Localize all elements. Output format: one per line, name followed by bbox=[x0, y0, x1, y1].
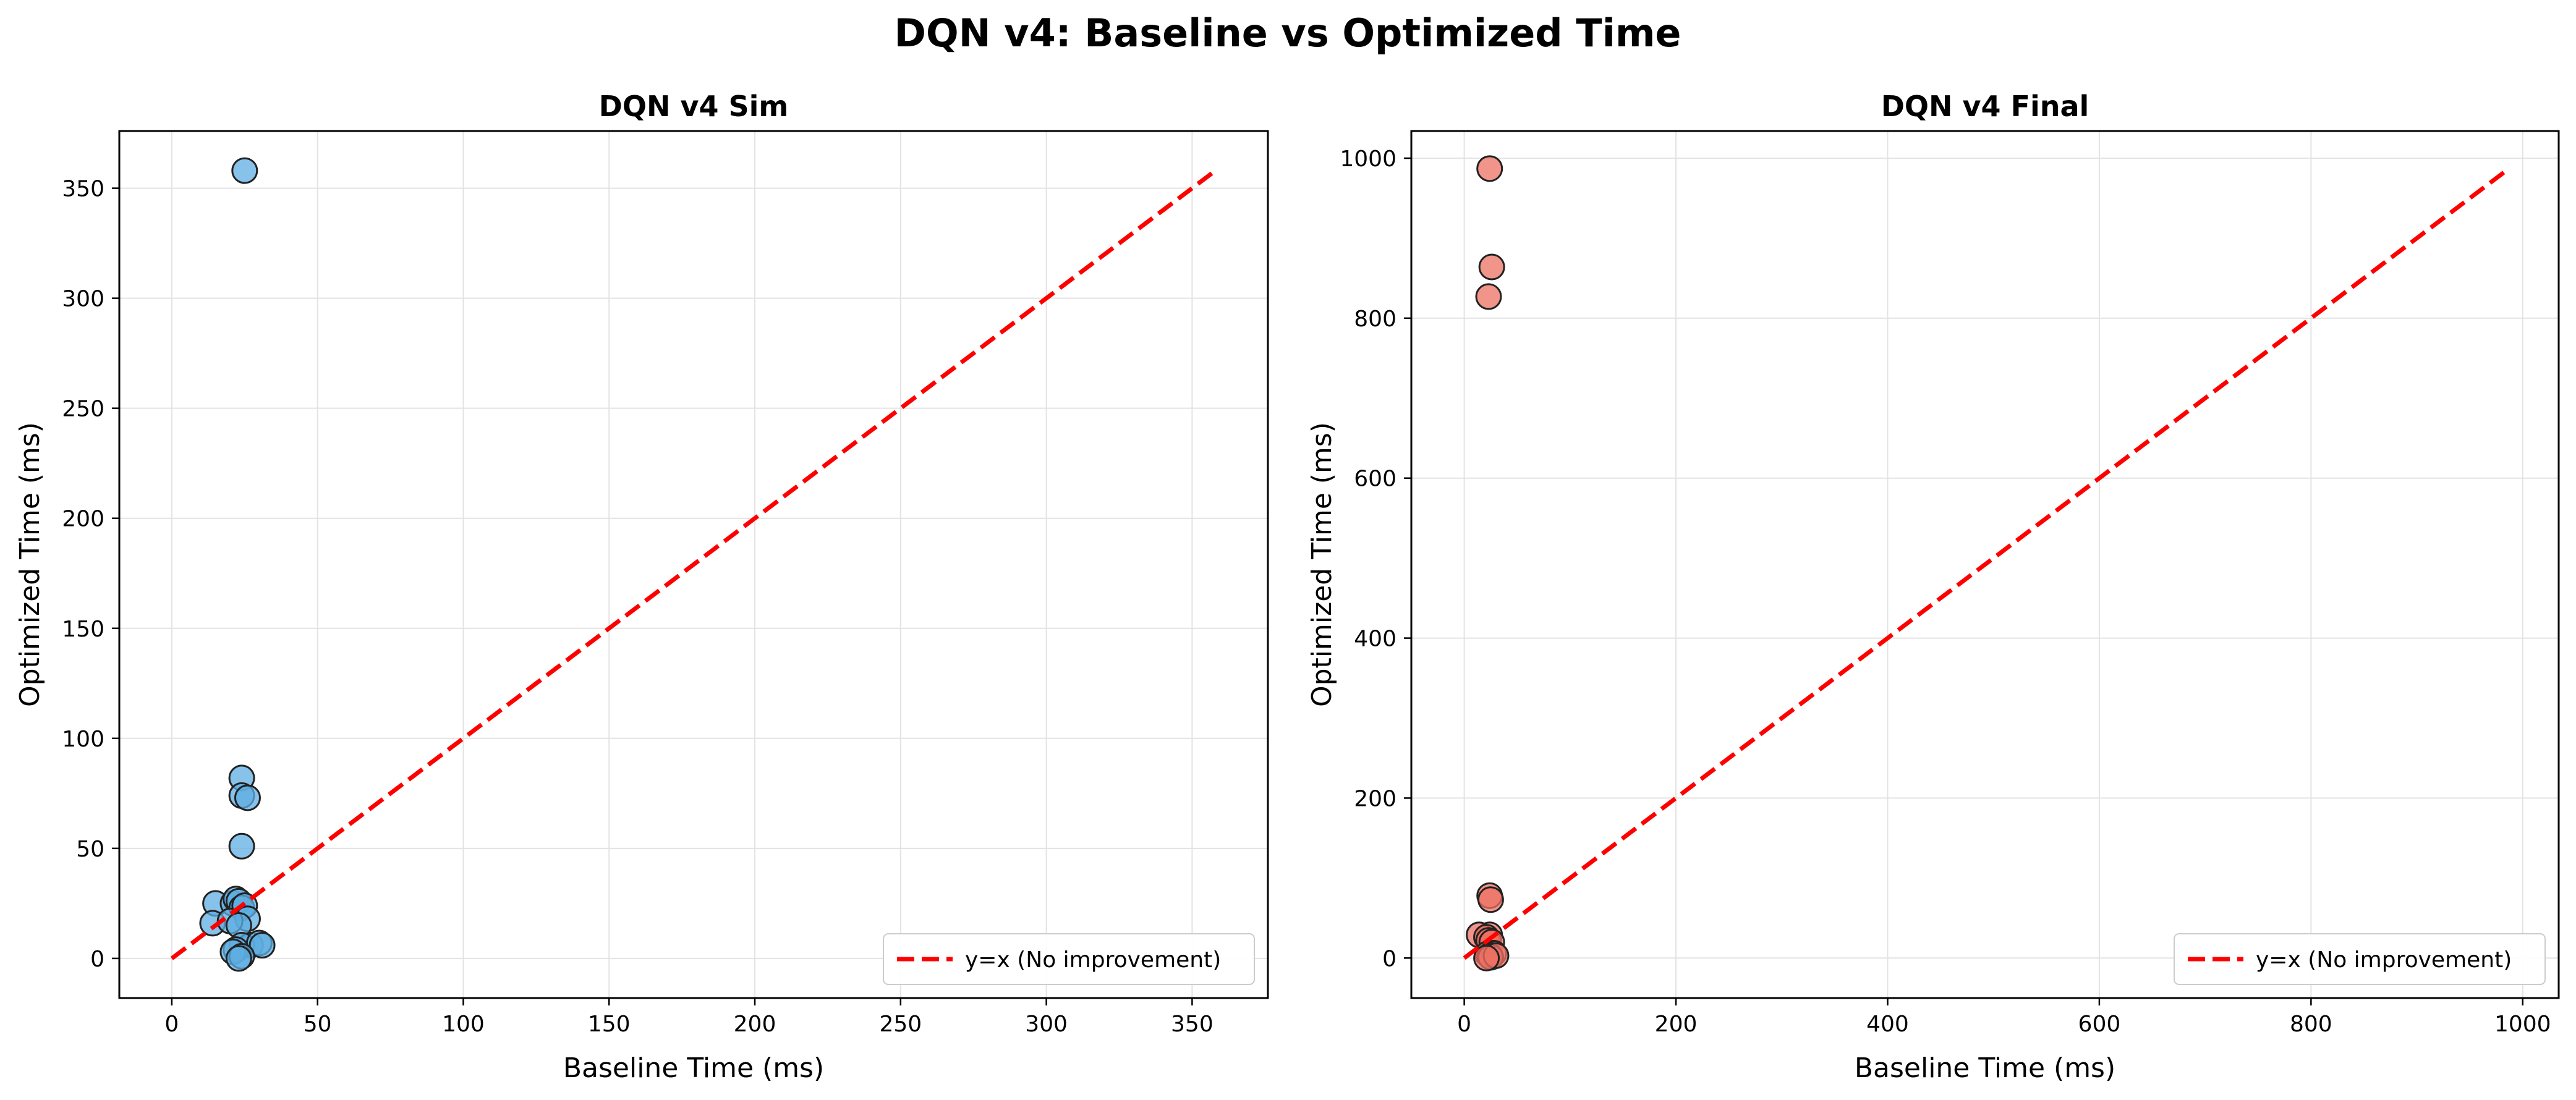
scatter-point bbox=[1477, 886, 1504, 913]
x-tick-label: 800 bbox=[2290, 1012, 2332, 1037]
x-tick-label: 50 bbox=[304, 1012, 332, 1037]
figure-title: DQN v4: Baseline vs Optimized Time bbox=[895, 11, 1681, 56]
y-tick-label: 400 bbox=[1354, 627, 1396, 652]
y-tick-label: 800 bbox=[1354, 307, 1396, 332]
legend-box bbox=[883, 933, 1255, 985]
scatter-point bbox=[1475, 283, 1502, 310]
y-axis-label: Optimized Time (ms) bbox=[1306, 422, 1338, 707]
scatter-point bbox=[249, 932, 276, 959]
y-tick-label: 1000 bbox=[1340, 146, 1396, 172]
legend-label: y=x (No improvement) bbox=[965, 947, 1221, 973]
y-tick-label: 0 bbox=[90, 947, 104, 972]
x-tick-label: 0 bbox=[1457, 1012, 1471, 1037]
x-tick-label: 200 bbox=[734, 1012, 776, 1037]
scatter-point bbox=[225, 945, 252, 972]
scatter-point bbox=[1476, 155, 1503, 182]
scatter-point bbox=[1473, 944, 1500, 971]
chart-panel-1: 0 50 100 150 200 250 300 350 0 50 100 150 200 250 300 3… bbox=[14, 90, 1269, 1084]
scatter-point bbox=[1478, 253, 1505, 281]
scatter-point bbox=[231, 157, 258, 184]
y-tick-label: 350 bbox=[62, 177, 104, 202]
y-tick-label: 200 bbox=[62, 507, 104, 532]
y-tick-label: 250 bbox=[62, 397, 104, 422]
x-axis-label: Baseline Time (ms) bbox=[563, 1052, 824, 1084]
x-tick-label: 300 bbox=[1025, 1012, 1068, 1037]
scatter-point bbox=[234, 784, 261, 811]
x-tick-label: 150 bbox=[588, 1012, 631, 1037]
x-tick-label: 0 bbox=[164, 1012, 179, 1037]
x-tick-label: 400 bbox=[1866, 1012, 1909, 1037]
y-tick-label: 600 bbox=[1354, 467, 1396, 492]
y-tick-label: 100 bbox=[62, 727, 104, 752]
plot-frame bbox=[1410, 130, 2560, 999]
y-tick-label: 0 bbox=[1382, 946, 1396, 971]
chart-title: DQN v4 Sim bbox=[599, 90, 789, 123]
x-tick-label: 1000 bbox=[2494, 1012, 2551, 1037]
y-tick-label: 50 bbox=[76, 837, 104, 862]
scatter-point bbox=[228, 832, 255, 860]
x-tick-label: 250 bbox=[879, 1012, 922, 1037]
chart-panel-2: 0 200 400 600 800 1000 0 200 400 600 800 1000 DQN v4… bbox=[1306, 90, 2560, 1084]
x-tick-label: 350 bbox=[1171, 1012, 1214, 1037]
plot-frame bbox=[118, 130, 1269, 999]
y-axis-label: Optimized Time (ms) bbox=[14, 422, 46, 707]
x-axis-label: Baseline Time (ms) bbox=[1855, 1052, 2115, 1084]
legend-box bbox=[2174, 933, 2546, 985]
y-tick-label: 150 bbox=[62, 617, 104, 642]
x-tick-label: 200 bbox=[1655, 1012, 1698, 1037]
chart-title: DQN v4 Final bbox=[1881, 90, 2089, 123]
y-tick-label: 300 bbox=[62, 287, 104, 312]
x-tick-label: 100 bbox=[442, 1012, 485, 1037]
reference-line bbox=[170, 169, 1217, 960]
y-tick-label: 200 bbox=[1354, 786, 1396, 811]
x-tick-label: 600 bbox=[2078, 1012, 2121, 1037]
legend-label: y=x (No improvement) bbox=[2256, 947, 2512, 973]
reference-line bbox=[1463, 167, 2510, 960]
